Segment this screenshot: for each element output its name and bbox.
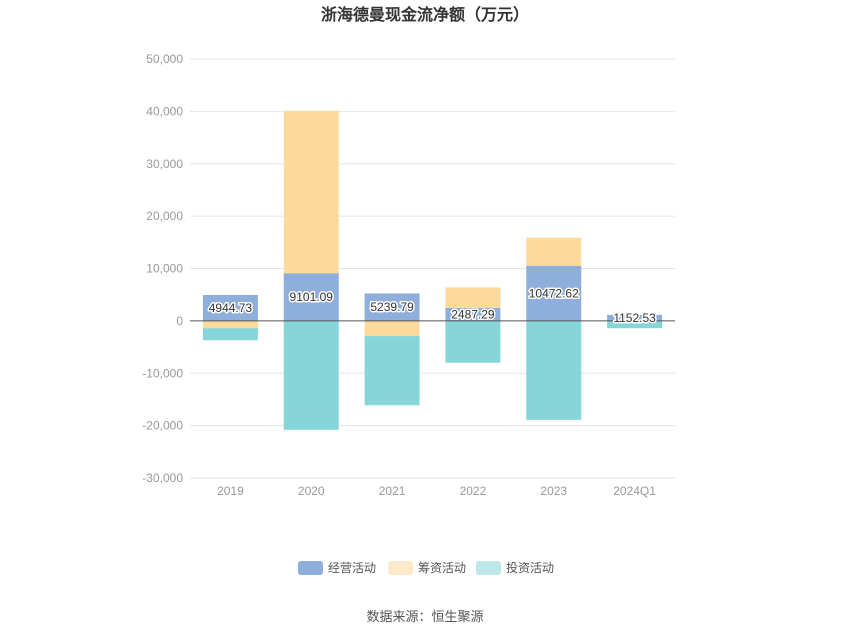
legend-swatch[interactable]	[388, 561, 413, 575]
bar-2020-series-1	[283, 110, 339, 274]
bar-2022-series-1	[445, 287, 501, 308]
x-tick-label: 2020	[298, 484, 325, 498]
legend-swatch[interactable]	[298, 561, 323, 575]
bar-2022-series-0	[445, 307, 501, 321]
bar-2023-series-2	[526, 320, 582, 420]
bar-2019-series-1	[202, 320, 258, 329]
chart-title: 浙海德曼现金流净额（万元）	[321, 5, 529, 24]
bar-2020-series-2	[283, 320, 339, 430]
bar-2019-series-2	[202, 328, 258, 341]
data-label: 9101.09	[290, 290, 334, 304]
y-tick-label: 50,000	[146, 52, 183, 66]
y-tick-label: 30,000	[146, 157, 183, 171]
data-label: 10472.62	[529, 286, 579, 300]
bar-2020-series-0	[283, 273, 339, 321]
data-label: 4944.73	[209, 301, 253, 315]
x-axis-ticks: 2019 2020 2021 2022 2023 2024Q1	[217, 484, 656, 498]
bar-2023-series-0	[526, 266, 582, 321]
y-axis-ticks: 50,000 40,000 30,000 20,000 10,000 0 -10,000 -2…	[142, 52, 183, 485]
legend-label[interactable]: 经营活动	[328, 561, 376, 575]
y-tick-label: -10,000	[142, 366, 183, 380]
y-tick-label: 0	[176, 314, 183, 328]
data-label: 5239.79	[370, 300, 414, 314]
data-label: 2487.29	[451, 307, 495, 321]
bar-2024Q1-series-2	[607, 320, 663, 329]
y-tick-label: 10,000	[146, 262, 183, 276]
x-tick-label: 2019	[217, 484, 244, 498]
bar-2021-series-0	[364, 293, 420, 321]
gridlines	[190, 58, 675, 479]
x-tick-label: 2022	[460, 484, 487, 498]
bar-2022-series-2	[445, 320, 501, 363]
data-source: 数据来源：恒生聚源	[366, 610, 483, 625]
bar-2021-series-1	[364, 320, 420, 337]
bar-2019-series-0	[202, 294, 258, 321]
x-tick-label: 2021	[379, 484, 406, 498]
bars	[202, 110, 663, 430]
x-tick-label: 2024Q1	[613, 484, 656, 498]
data-label: 1152.53	[613, 311, 656, 325]
data-labels: 4944.73 9101.09 5239.79 2487.29 10472.62 1152…	[207, 285, 657, 326]
y-tick-label: 20,000	[146, 209, 183, 223]
x-tick-label: 2023	[540, 484, 567, 498]
legend: 经营活动 筹资活动 投资活动	[298, 560, 554, 575]
legend-swatch[interactable]	[476, 561, 501, 575]
y-tick-label: -20,000	[142, 419, 183, 433]
bar-2021-series-2	[364, 336, 420, 406]
legend-label[interactable]: 筹资活动	[418, 561, 466, 575]
y-tick-label: 40,000	[146, 104, 183, 118]
bar-2024Q1-series-0	[607, 314, 663, 321]
legend-label[interactable]: 投资活动	[506, 560, 554, 575]
y-tick-label: -30,000	[142, 471, 183, 485]
bar-2023-series-1	[526, 237, 582, 267]
